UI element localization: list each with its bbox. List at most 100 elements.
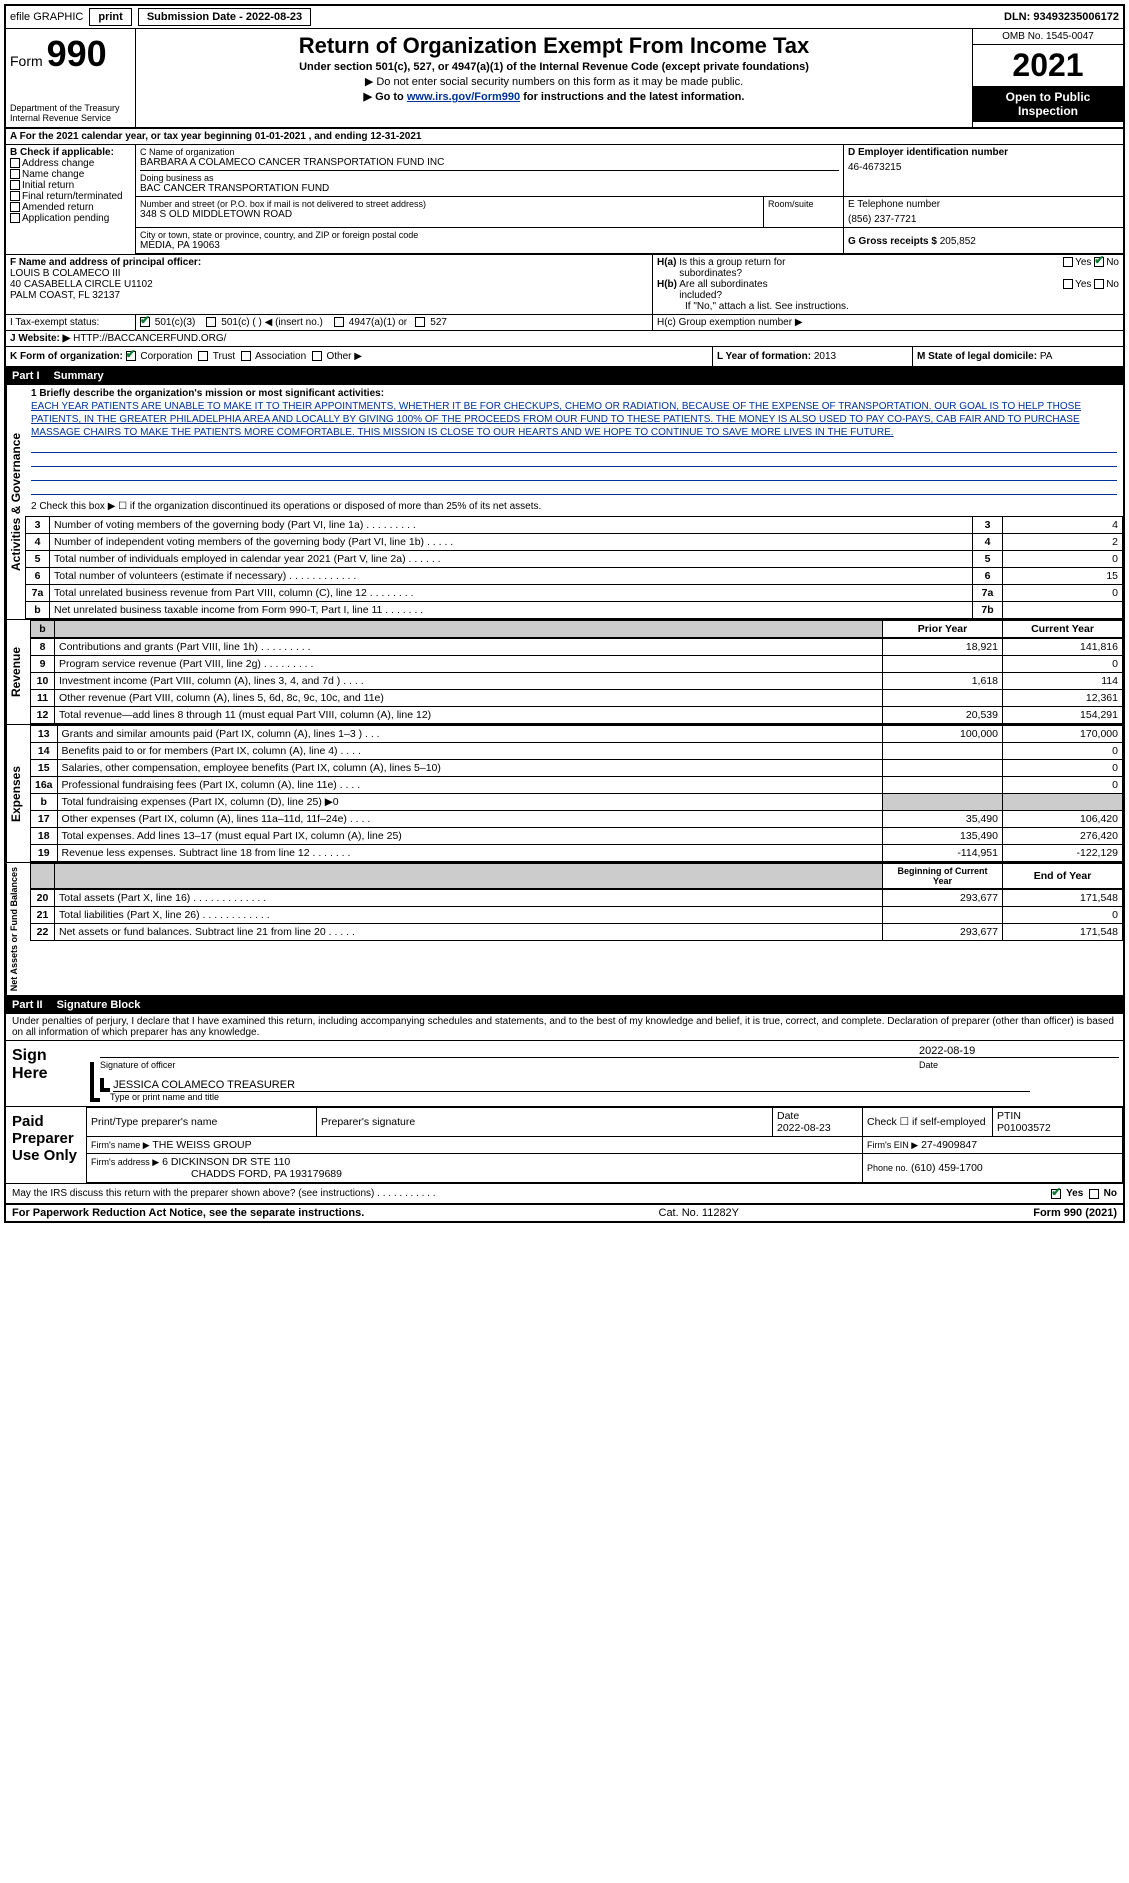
row-label: Program service revenue (Part VIII, line… [55, 656, 883, 673]
mission-text: EACH YEAR PATIENTS ARE UNABLE TO MAKE IT… [31, 400, 1117, 439]
chk-initial[interactable]: Initial return [10, 180, 131, 191]
website-url[interactable]: HTTP://BACCANCERFUND.ORG/ [73, 333, 226, 344]
row-num: 5 [26, 551, 50, 568]
firm-phone: (610) 459-1700 [911, 1162, 983, 1174]
row-label: Number of voting members of the governin… [50, 517, 973, 534]
chk-corp[interactable] [126, 351, 136, 361]
row-num: 8 [31, 639, 55, 656]
org-name: BARBARA A COLAMECO CANCER TRANSPORTATION… [140, 157, 839, 168]
row-num: 15 [31, 760, 58, 777]
row-label: Total fundraising expenses (Part IX, col… [57, 794, 882, 811]
prior-val: 20,539 [883, 707, 1003, 724]
irs-link[interactable]: www.irs.gov/Form990 [407, 91, 520, 103]
chk-501c3[interactable] [140, 317, 150, 327]
prior-val [883, 794, 1003, 811]
current-val: 154,291 [1003, 707, 1123, 724]
dln: DLN: 93493235006172 [1004, 11, 1119, 23]
row-label: Net unrelated business taxable income fr… [50, 602, 973, 619]
row-num: 11 [31, 690, 55, 707]
row-val: 0 [1003, 585, 1123, 602]
chk-address[interactable]: Address change [10, 158, 131, 169]
ha-no-check[interactable] [1094, 257, 1104, 267]
row-num: 21 [31, 907, 55, 924]
g-val: 205,852 [940, 236, 976, 247]
efile-label: efile GRAPHIC [10, 11, 83, 23]
row-val: 4 [1003, 517, 1123, 534]
discuss-yes[interactable] [1051, 1189, 1061, 1199]
current-val: 12,361 [1003, 690, 1123, 707]
chk-final[interactable]: Final return/terminated [10, 191, 131, 202]
row-box: 6 [973, 568, 1003, 585]
firm-city: CHADDS FORD, PA 193179689 [191, 1168, 342, 1180]
row-num: 3 [26, 517, 50, 534]
prior-val: 1,618 [883, 673, 1003, 690]
prior-val [883, 777, 1003, 794]
form-page: efile GRAPHIC print Submission Date - 20… [4, 4, 1125, 1223]
date-label: Date [919, 1060, 1119, 1070]
part2-label: Part II [12, 999, 43, 1011]
f-label: F Name and address of principal officer: [10, 257, 648, 268]
row-num: 18 [31, 828, 58, 845]
prior-val: 293,677 [883, 924, 1003, 941]
col-begin: Beginning of Current Year [883, 864, 1003, 889]
prior-val: 293,677 [883, 890, 1003, 907]
i-label: I Tax-exempt status: [6, 315, 136, 330]
part1-label: Part I [12, 370, 40, 382]
section-b: B Check if applicable: Address change Na… [6, 145, 136, 254]
assets-vlabel: Net Assets or Fund Balances [6, 863, 30, 995]
col-current: Current Year [1003, 621, 1123, 638]
row-label: Investment income (Part VIII, column (A)… [55, 673, 883, 690]
current-val: 0 [1003, 907, 1123, 924]
current-val [1003, 794, 1123, 811]
part1-header: Part I Summary [6, 367, 1123, 385]
row-label: Contributions and grants (Part VIII, lin… [55, 639, 883, 656]
row-label: Professional fundraising fees (Part IX, … [57, 777, 882, 794]
exp-vlabel: Expenses [6, 725, 30, 862]
prior-val: -114,951 [883, 845, 1003, 862]
row-num: 12 [31, 707, 55, 724]
prior-val [883, 656, 1003, 673]
row-box: 7b [973, 602, 1003, 619]
row-label: Salaries, other compensation, employee b… [57, 760, 882, 777]
current-val: 170,000 [1003, 726, 1123, 743]
chk-amended[interactable]: Amended return [10, 202, 131, 213]
officer-print: JESSICA COLAMECO TREASURER [113, 1079, 1030, 1092]
row-num: 17 [31, 811, 58, 828]
form-subtitle: Under section 501(c), 527, or 4947(a)(1)… [140, 61, 968, 73]
note-goto-post: for instructions and the latest informat… [520, 91, 744, 103]
part2-title: Signature Block [57, 999, 141, 1011]
sig-date: 2022-08-19 [919, 1045, 1119, 1057]
period-line: A For the 2021 calendar year, or tax yea… [6, 129, 1123, 145]
firm-addr: 6 DICKINSON DR STE 110 [162, 1156, 290, 1168]
irs-label: Internal Revenue Service [10, 113, 131, 123]
officer-addr1: 40 CASABELLA CIRCLE U1102 [10, 279, 648, 290]
current-val: 106,420 [1003, 811, 1123, 828]
ein: 46-4673215 [848, 162, 1119, 173]
row-label: Number of independent voting members of … [50, 534, 973, 551]
row-val: 2 [1003, 534, 1123, 551]
part1-title: Summary [54, 370, 104, 382]
row-num: b [31, 794, 58, 811]
chk-pending[interactable]: Application pending [10, 213, 131, 224]
form-title: Return of Organization Exempt From Incom… [140, 33, 968, 59]
note-goto-pre: ▶ Go to [364, 91, 407, 103]
phone: (856) 237-7721 [848, 214, 1119, 225]
prep-date: 2022-08-23 [777, 1122, 831, 1134]
row-label: Total revenue—add lines 8 through 11 (mu… [55, 707, 883, 724]
row-label: Net assets or fund balances. Subtract li… [55, 924, 883, 941]
g-label: G Gross receipts $ [848, 236, 937, 247]
chk-name[interactable]: Name change [10, 169, 131, 180]
footer-mid: Cat. No. 11282Y [659, 1207, 740, 1219]
row-num: 7a [26, 585, 50, 602]
m-val: PA [1040, 351, 1053, 362]
row-num: 9 [31, 656, 55, 673]
l-val: 2013 [814, 351, 836, 362]
tax-year: 2021 [973, 45, 1123, 86]
check-label: B Check if applicable: [10, 147, 131, 158]
dba-label: Doing business as [140, 173, 839, 183]
row-num: 14 [31, 743, 58, 760]
print-button[interactable]: print [89, 8, 131, 26]
current-val: 0 [1003, 777, 1123, 794]
current-val: 0 [1003, 656, 1123, 673]
row-num: 20 [31, 890, 55, 907]
